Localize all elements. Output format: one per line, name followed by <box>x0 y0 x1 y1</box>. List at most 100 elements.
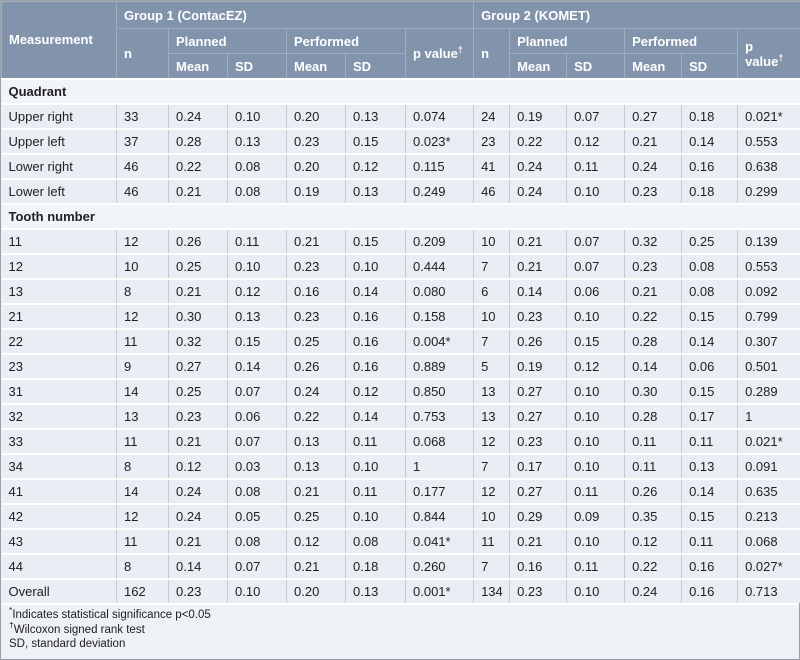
measurement-cell: 23 <box>2 354 117 379</box>
group2-value-cell: 0.11 <box>682 429 738 454</box>
group1-value-cell: 8 <box>117 279 169 304</box>
group1-value-cell: 0.080 <box>406 279 474 304</box>
group1-value-cell: 0.24 <box>169 504 228 529</box>
group1-planned-mean-header: Mean <box>169 54 228 80</box>
group2-value-cell: 0.15 <box>682 304 738 329</box>
group1-value-cell: 12 <box>117 304 169 329</box>
group1-value-cell: 46 <box>117 179 169 204</box>
group1-n-header: n <box>117 29 169 80</box>
group2-value-cell: 0.10 <box>567 379 625 404</box>
group1-value-cell: 0.004* <box>406 329 474 354</box>
measurement-cell: 44 <box>2 554 117 579</box>
group1-value-cell: 162 <box>117 579 169 603</box>
group1-value-cell: 8 <box>117 554 169 579</box>
group2-value-cell: 0.24 <box>510 179 567 204</box>
group1-value-cell: 0.21 <box>287 554 346 579</box>
measurement-cell: Lower right <box>2 154 117 179</box>
measurement-cell: 31 <box>2 379 117 404</box>
group1-value-cell: 0.23 <box>287 304 346 329</box>
group1-value-cell: 0.22 <box>287 404 346 429</box>
group1-value-cell: 1 <box>406 454 474 479</box>
group2-planned-mean-header: Mean <box>510 54 567 80</box>
group2-value-cell: 0.13 <box>682 454 738 479</box>
group1-value-cell: 37 <box>117 129 169 154</box>
section-header-row: Tooth number <box>2 204 800 229</box>
group2-value-cell: 0.14 <box>682 129 738 154</box>
group2-value-cell: 13 <box>474 379 510 404</box>
footnote-sd: SD, standard deviation <box>9 637 791 652</box>
group1-value-cell: 0.19 <box>287 179 346 204</box>
group1-value-cell: 0.08 <box>346 529 406 554</box>
group2-value-cell: 13 <box>474 404 510 429</box>
group1-value-cell: 0.08 <box>228 179 287 204</box>
group1-value-cell: 0.22 <box>169 154 228 179</box>
group2-value-cell: 0.15 <box>567 329 625 354</box>
group2-value-cell: 1 <box>738 404 800 429</box>
group2-value-cell: 23 <box>474 129 510 154</box>
measurement-cell: 12 <box>2 254 117 279</box>
group1-value-cell: 0.068 <box>406 429 474 454</box>
group1-value-cell: 0.10 <box>228 254 287 279</box>
group1-value-cell: 0.20 <box>287 579 346 603</box>
measurement-cell: 13 <box>2 279 117 304</box>
group1-value-cell: 0.13 <box>346 179 406 204</box>
group1-value-cell: 0.12 <box>287 529 346 554</box>
group1-value-cell: 0.041* <box>406 529 474 554</box>
group2-value-cell: 0.307 <box>738 329 800 354</box>
group1-value-cell: 11 <box>117 429 169 454</box>
group2-value-cell: 0.26 <box>510 329 567 354</box>
group2-value-cell: 0.21 <box>625 279 682 304</box>
group2-value-cell: 0.213 <box>738 504 800 529</box>
group2-value-cell: 0.25 <box>682 229 738 254</box>
measurement-cell: 22 <box>2 329 117 354</box>
group2-value-cell: 0.18 <box>682 179 738 204</box>
group2-value-cell: 0.12 <box>567 354 625 379</box>
group1-value-cell: 0.13 <box>287 429 346 454</box>
group1-value-cell: 0.25 <box>169 379 228 404</box>
group1-value-cell: 10 <box>117 254 169 279</box>
group1-value-cell: 12 <box>117 504 169 529</box>
group2-header: Group 2 (KOMET) <box>474 2 800 29</box>
group2-value-cell: 0.06 <box>567 279 625 304</box>
group1-value-cell: 0.177 <box>406 479 474 504</box>
group1-value-cell: 33 <box>117 104 169 129</box>
group1-value-cell: 0.21 <box>169 179 228 204</box>
group2-value-cell: 0.027* <box>738 554 800 579</box>
group1-value-cell: 0.07 <box>228 554 287 579</box>
group1-value-cell: 0.249 <box>406 179 474 204</box>
group1-value-cell: 0.27 <box>169 354 228 379</box>
group1-value-cell: 0.10 <box>346 504 406 529</box>
group1-value-cell: 0.03 <box>228 454 287 479</box>
group1-value-cell: 0.26 <box>287 354 346 379</box>
group1-value-cell: 0.889 <box>406 354 474 379</box>
group2-value-cell: 0.09 <box>567 504 625 529</box>
group1-value-cell: 0.23 <box>169 579 228 603</box>
group1-value-cell: 0.14 <box>346 404 406 429</box>
measurement-cell: 34 <box>2 454 117 479</box>
group2-value-cell: 0.14 <box>682 479 738 504</box>
group1-value-cell: 0.21 <box>169 529 228 554</box>
group2-value-cell: 0.553 <box>738 129 800 154</box>
group1-value-cell: 0.08 <box>228 479 287 504</box>
group2-value-cell: 7 <box>474 554 510 579</box>
group1-value-cell: 0.21 <box>287 479 346 504</box>
group1-value-cell: 0.074 <box>406 104 474 129</box>
group2-value-cell: 0.16 <box>682 154 738 179</box>
group2-value-cell: 0.16 <box>682 554 738 579</box>
measurement-cell: 33 <box>2 429 117 454</box>
group2-value-cell: 10 <box>474 229 510 254</box>
group2-value-cell: 0.26 <box>625 479 682 504</box>
group1-value-cell: 0.08 <box>228 529 287 554</box>
group1-value-cell: 0.14 <box>346 279 406 304</box>
group2-value-cell: 11 <box>474 529 510 554</box>
group1-value-cell: 0.13 <box>228 129 287 154</box>
